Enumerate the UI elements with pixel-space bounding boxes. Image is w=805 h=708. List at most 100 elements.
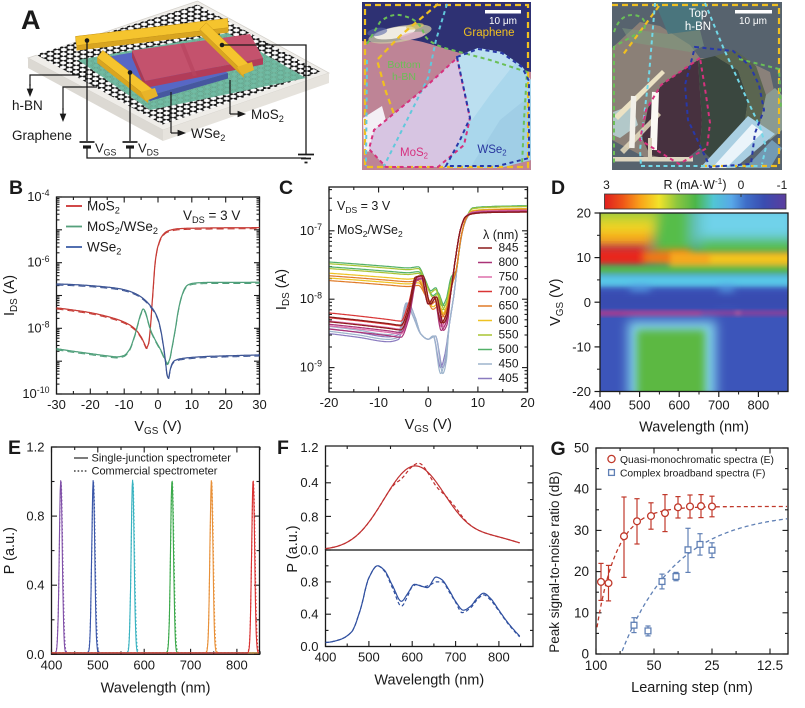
svg-text:800: 800 [488,650,510,665]
svg-text:10 μm: 10 μm [489,16,517,27]
svg-text:500: 500 [499,342,519,356]
svg-text:30: 30 [252,397,266,412]
svg-text:600: 600 [133,657,155,672]
svg-text:400: 400 [589,398,611,413]
svg-text:0.4: 0.4 [300,475,318,490]
svg-text:-10: -10 [369,395,388,410]
svg-text:0.0: 0.0 [300,639,318,654]
svg-text:600: 600 [401,650,423,665]
svg-text:700: 700 [499,284,519,298]
svg-text:-30: -30 [47,397,66,412]
svg-text:WSe2​: WSe2​ [87,240,121,257]
svg-text:0: 0 [425,395,432,410]
svg-text:20: 20 [218,397,232,412]
svg-text:3: 3 [603,178,610,192]
svg-text:E: E [8,437,21,459]
svg-text:10 μm: 10 μm [739,16,767,27]
svg-text:-1: -1 [777,178,788,192]
svg-text:40: 40 [574,482,589,497]
svg-text:10: 10 [577,250,591,265]
svg-text:10: 10 [185,397,199,412]
svg-text:G: G [551,438,566,460]
svg-text:MoS2​: MoS2​ [251,107,284,124]
svg-text:Peak signal-to-noise ratio (dB: Peak signal-to-noise ratio (dB) [547,471,562,653]
svg-text:h-BN: h-BN [12,98,43,113]
svg-text:700: 700 [445,650,467,665]
svg-text:MoS2​: MoS2​ [87,199,120,216]
svg-text:0: 0 [584,295,591,310]
svg-text:Graphene: Graphene [463,27,514,39]
svg-text:-10: -10 [115,397,134,412]
svg-text:MoS2​/WSe2​: MoS2​/WSe2​ [87,219,158,236]
svg-text:-20: -20 [320,395,339,410]
svg-text:VGS​ (V): VGS​ (V) [134,419,181,437]
svg-text:Bottom: Bottom [387,59,421,71]
svg-text:B: B [9,177,23,199]
svg-text:λ (nm): λ (nm) [483,228,518,242]
svg-text:Wavelength (nm): Wavelength (nm) [374,673,484,689]
svg-text:0.0: 0.0 [26,647,44,662]
svg-text:Commercial spectrometer: Commercial spectrometer [92,466,218,478]
svg-text:20: 20 [520,395,534,410]
svg-text:50: 50 [574,441,589,456]
svg-text:Learning step (nm): Learning step (nm) [631,680,753,696]
svg-text:A: A [21,5,41,35]
svg-text:Graphene: Graphene [12,128,72,143]
svg-text:1.2: 1.2 [300,440,318,455]
svg-text:-20: -20 [81,397,100,412]
svg-text:Single-junction spectrometer: Single-junction spectrometer [92,453,232,465]
svg-text:400: 400 [41,657,63,672]
svg-text:Complex broadband spectra (F): Complex broadband spectra (F) [620,469,765,480]
svg-text:0: 0 [581,647,589,662]
svg-text:P (a.u.): P (a.u.) [2,527,18,574]
svg-text:25: 25 [704,658,719,673]
svg-text:VGS​ (V): VGS​ (V) [548,279,566,326]
svg-text:VDS​ = 3 V: VDS​ = 3 V [183,208,240,225]
svg-text:600: 600 [668,398,690,413]
svg-text:0.0: 0.0 [300,543,318,558]
svg-text:Wavelength (nm): Wavelength (nm) [101,680,211,696]
svg-text:20: 20 [574,564,589,579]
svg-text:30: 30 [574,523,589,538]
svg-text:-10: -10 [572,339,591,354]
svg-text:0.4: 0.4 [300,607,318,622]
svg-text:500: 500 [87,657,109,672]
svg-text:700: 700 [708,398,730,413]
svg-text:Quasi-monochromatic spectra (E: Quasi-monochromatic spectra (E) [620,455,774,466]
svg-text:P (a.u.): P (a.u.) [285,525,301,572]
svg-text:MoS2​: MoS2​ [400,147,428,161]
svg-text:0: 0 [154,397,161,412]
svg-text:12.5: 12.5 [757,658,783,673]
svg-text:0: 0 [738,178,745,192]
svg-text:0.8: 0.8 [300,509,318,524]
svg-text:VGS​ (V): VGS​ (V) [405,417,452,435]
svg-text:600: 600 [499,313,519,327]
svg-text:450: 450 [499,357,519,371]
svg-text:VDS​ = 3 V: VDS​ = 3 V [337,199,391,215]
svg-text:h-BN: h-BN [685,21,711,33]
svg-text:C: C [279,177,293,199]
svg-text:700: 700 [180,657,202,672]
svg-text:0.8: 0.8 [300,574,318,589]
svg-text:10: 10 [574,605,589,620]
svg-text:750: 750 [499,270,519,284]
svg-text:Wavelength (nm): Wavelength (nm) [639,420,749,436]
svg-text:-20: -20 [572,384,591,399]
svg-text:h-BN: h-BN [392,71,416,83]
svg-text:800: 800 [226,657,248,672]
svg-text:405: 405 [499,371,519,385]
svg-text:0.4: 0.4 [26,578,44,593]
svg-text:WSe2​: WSe2​ [191,126,225,143]
svg-text:0.8: 0.8 [26,509,44,524]
svg-text:550: 550 [499,328,519,342]
svg-text:845: 845 [499,241,519,255]
svg-text:WSe2​: WSe2​ [477,144,506,158]
svg-text:800: 800 [499,255,519,269]
svg-text:10: 10 [471,395,485,410]
svg-text:500: 500 [629,398,651,413]
svg-text:500: 500 [358,650,380,665]
svg-text:800: 800 [748,398,770,413]
svg-text:650: 650 [499,299,519,313]
svg-text:20: 20 [577,206,591,221]
svg-text:R (mA·W-1​): R (mA·W-1​) [663,176,726,192]
